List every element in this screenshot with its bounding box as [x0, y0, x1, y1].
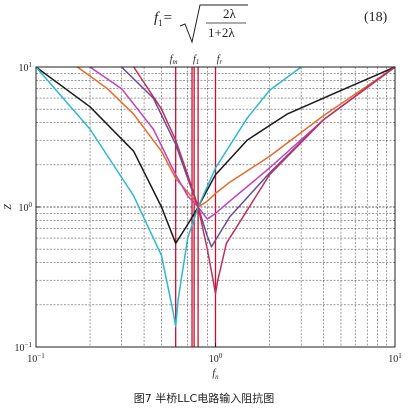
x-axis-label: fn	[212, 368, 219, 381]
x-tick-label: 10−1	[27, 352, 45, 365]
series-line-4	[89, 66, 396, 220]
x-tick-label: 100	[209, 352, 223, 365]
y-tick-label: 101	[19, 61, 33, 74]
marker-label-r: fr	[217, 54, 223, 66]
impedance-chart: 10−1 100 101 10−1 100 101 Zfn fm f1 fr	[3, 54, 402, 381]
series-line-2	[35, 66, 302, 328]
marker-label-m: fm	[170, 54, 178, 66]
y-tick-label: 100	[19, 201, 33, 214]
formula-lhs-sub: 1	[158, 18, 163, 28]
sqrt-icon	[179, 4, 248, 44]
x-tick-label: 101	[388, 352, 402, 365]
y-tick-label: 10−1	[15, 341, 33, 354]
marker-lines	[175, 67, 217, 347]
series-line-6	[133, 66, 396, 295]
marker-label-1: f1	[193, 54, 199, 66]
formula-18: f1= 2λ 1+2λ (18)	[0, 0, 408, 48]
series-line-1	[35, 66, 396, 245]
formula-numerator: 2λ	[223, 6, 236, 21]
y-axis-label: Z	[3, 204, 14, 210]
series-line-5	[121, 66, 396, 248]
figure-caption: 图7 半桥LLC电路输入阻抗图	[133, 392, 275, 405]
axis-ticks	[35, 66, 396, 348]
formula-lhs: f1=	[154, 10, 173, 28]
equation-number: (18)	[364, 10, 388, 25]
formula-denominator: 1+2λ	[208, 25, 235, 40]
chart-series	[35, 66, 396, 328]
axis-labels: 10−1 100 101 10−1 100 101 Zfn fm f1 fr	[3, 54, 402, 381]
formula-lhs-f: f	[154, 10, 159, 26]
